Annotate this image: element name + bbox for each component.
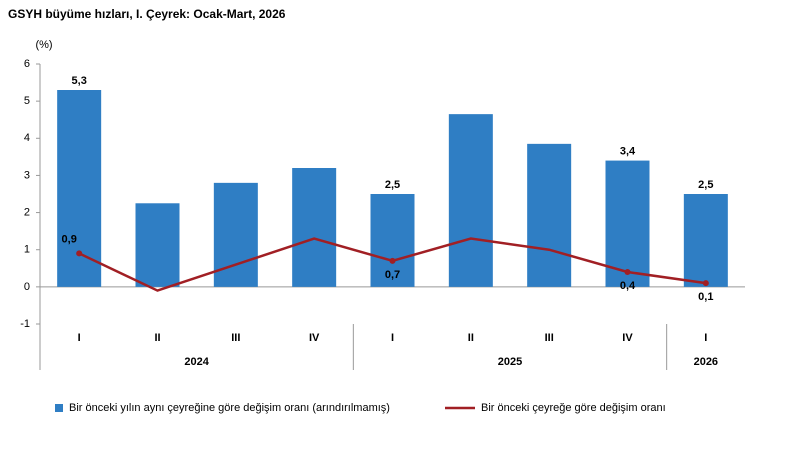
data-label: 3,4	[620, 145, 636, 157]
data-label: 2,5	[385, 179, 400, 191]
line-marker	[624, 269, 631, 275]
x-tick-label: IV	[309, 332, 320, 344]
x-tick-label: I	[391, 332, 394, 344]
bar	[57, 90, 102, 287]
legend-swatch	[55, 404, 63, 412]
x-tick-label: IV	[622, 332, 633, 344]
data-label: 5,3	[72, 75, 87, 87]
x-tick-label: II	[468, 332, 474, 344]
data-label: 0,7	[385, 269, 400, 281]
y-tick-label: 3	[24, 169, 30, 181]
data-label: 0,1	[698, 291, 713, 303]
data-label: 0,4	[620, 280, 636, 292]
y-tick-label: -1	[20, 318, 30, 330]
y-tick-label: 0	[24, 281, 30, 293]
y-tick-label: 4	[24, 132, 30, 144]
bar	[135, 203, 180, 287]
group-label: 2024	[184, 356, 209, 368]
y-axis-label: (%)	[35, 39, 52, 51]
bar	[527, 143, 572, 287]
legend-label: Bir önceki çeyreğe göre değişim oranı	[481, 402, 666, 414]
bar	[605, 160, 650, 287]
x-tick-label: III	[545, 332, 554, 344]
y-tick-label: 6	[24, 58, 30, 70]
bar	[292, 168, 337, 287]
bar	[448, 114, 493, 287]
legend-label: Bir önceki yılın aynı çeyreğine göre değ…	[69, 402, 390, 414]
y-tick-label: 5	[24, 95, 30, 107]
line-marker	[702, 280, 709, 287]
line-marker	[389, 257, 396, 264]
bar	[213, 182, 258, 287]
chart-title: GSYH büyüme hızları, I. Çeyrek: Ocak-Mar…	[8, 7, 286, 21]
y-tick-label: 1	[24, 244, 30, 256]
x-tick-label: I	[78, 332, 81, 344]
bar	[370, 194, 415, 287]
x-tick-label: II	[154, 332, 160, 344]
line-marker	[76, 250, 83, 257]
data-label: 2,5	[698, 179, 713, 191]
x-tick-label: III	[231, 332, 240, 344]
x-tick-label: I	[704, 332, 707, 344]
group-label: 2025	[498, 356, 522, 368]
y-tick-label: 2	[24, 206, 30, 218]
bar	[683, 194, 728, 287]
group-label: 2026	[694, 356, 718, 368]
data-label: 0,9	[62, 233, 77, 245]
